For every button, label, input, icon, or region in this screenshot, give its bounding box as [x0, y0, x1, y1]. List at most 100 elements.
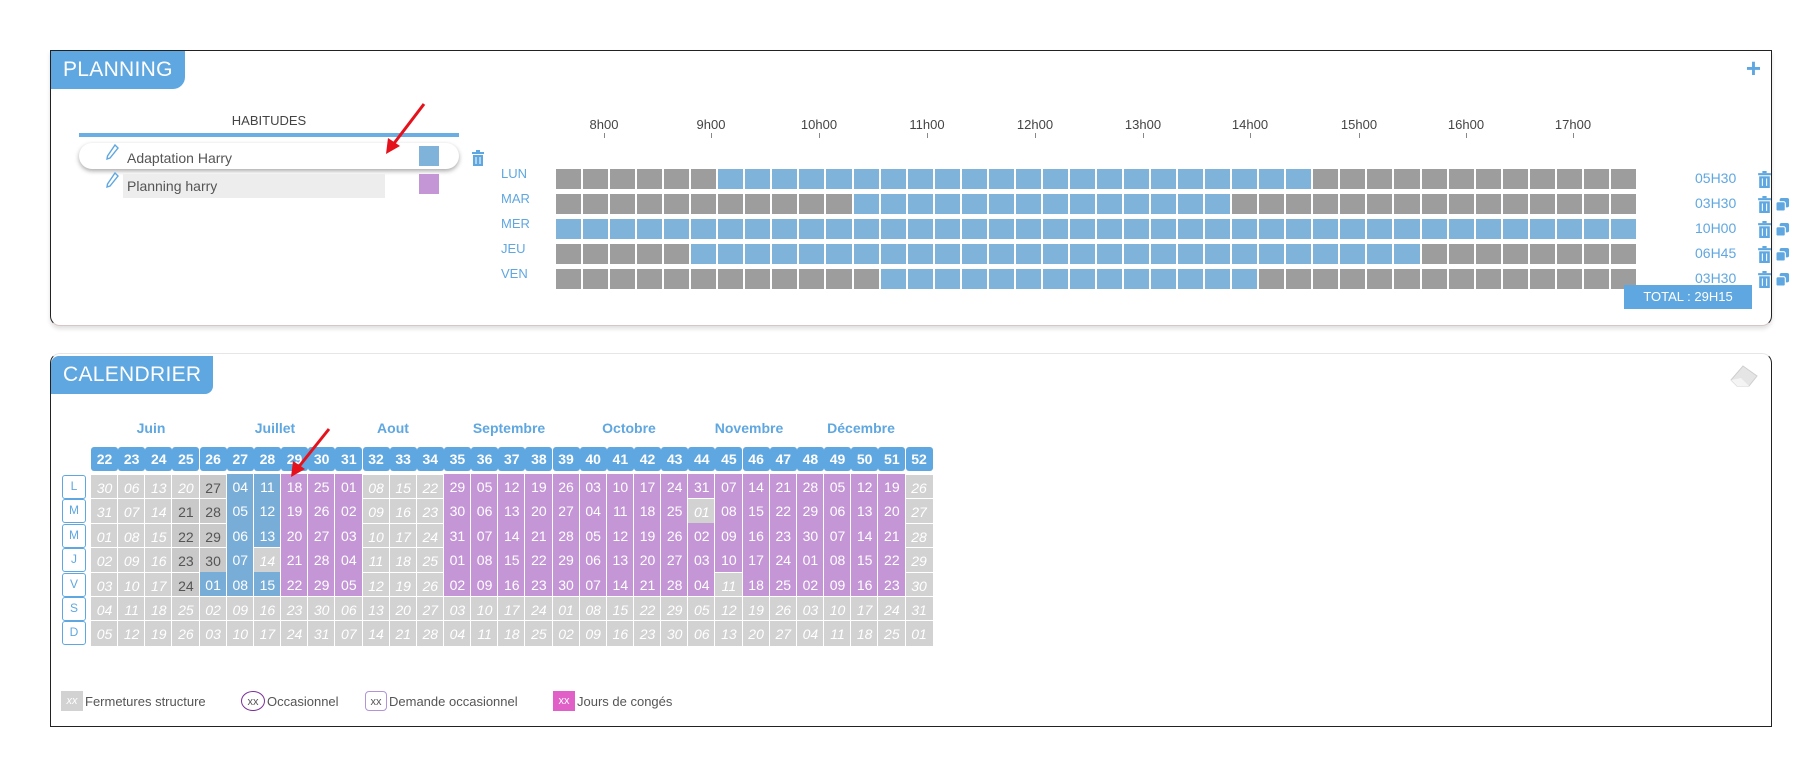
time-slot[interactable]: [637, 269, 663, 289]
calendar-day[interactable]: 20: [633, 547, 662, 575]
time-slot[interactable]: [826, 169, 852, 189]
calendar-day[interactable]: 18: [497, 620, 527, 648]
time-slot[interactable]: [1015, 269, 1041, 289]
time-slot[interactable]: [1042, 219, 1068, 239]
calendar-day[interactable]: 06: [470, 498, 500, 526]
week-number[interactable]: 48: [796, 447, 824, 471]
weekday-letter[interactable]: S: [62, 597, 86, 621]
time-slot[interactable]: [1583, 219, 1609, 239]
time-slot[interactable]: [826, 244, 852, 264]
calendar-day[interactable]: 26: [768, 596, 798, 623]
calendar-day[interactable]: 22: [633, 596, 662, 623]
calendar-day[interactable]: 01: [442, 547, 472, 575]
calendar-day[interactable]: 30: [795, 522, 825, 550]
calendar-day[interactable]: 19: [633, 522, 662, 550]
calendar-day[interactable]: 15: [252, 571, 282, 599]
time-slot[interactable]: [934, 244, 960, 264]
calendar-day[interactable]: 19: [877, 474, 907, 501]
time-slot[interactable]: [610, 269, 636, 289]
time-slot[interactable]: [664, 194, 690, 214]
weekday-letter[interactable]: M: [62, 523, 86, 548]
calendar-day[interactable]: 12: [714, 596, 744, 623]
time-slot[interactable]: [1205, 194, 1231, 214]
calendar-day[interactable]: 22: [524, 547, 554, 575]
calendar-day[interactable]: 29: [551, 547, 581, 575]
time-slot[interactable]: [1259, 244, 1285, 264]
time-slot[interactable]: [1069, 244, 1095, 264]
calendar-day[interactable]: 31: [307, 620, 337, 648]
time-slot[interactable]: [1502, 194, 1528, 214]
time-slot[interactable]: [1259, 194, 1285, 214]
time-slot[interactable]: [1015, 194, 1041, 214]
calendar-day[interactable]: 06: [225, 522, 255, 550]
week-number[interactable]: 31: [335, 447, 363, 471]
time-slot[interactable]: [1205, 269, 1231, 289]
time-slot[interactable]: [961, 219, 987, 239]
time-slot[interactable]: [799, 219, 825, 239]
calendar-day[interactable]: 17: [388, 522, 418, 550]
time-slot[interactable]: [637, 194, 663, 214]
time-slot[interactable]: [1421, 169, 1447, 189]
calendar-day[interactable]: 13: [497, 498, 527, 526]
calendar-day[interactable]: 17: [850, 596, 880, 623]
calendar-day[interactable]: 28: [660, 571, 690, 599]
calendar-day[interactable]: 01: [90, 522, 119, 550]
calendar-day[interactable]: 13: [605, 547, 635, 575]
calendar-day[interactable]: 27: [660, 547, 690, 575]
calendar-day[interactable]: 23: [877, 571, 907, 599]
week-number[interactable]: 45: [715, 447, 743, 471]
time-slot[interactable]: [853, 244, 879, 264]
time-slot[interactable]: [1421, 244, 1447, 264]
calendar-day[interactable]: 03: [795, 596, 825, 623]
calendar-day[interactable]: 23: [633, 620, 662, 648]
calendar-day[interactable]: 18: [280, 474, 310, 501]
time-slot[interactable]: [1556, 269, 1582, 289]
calendar-day[interactable]: 29: [307, 571, 337, 599]
week-number[interactable]: 23: [118, 447, 146, 471]
calendar-day[interactable]: 18: [850, 620, 880, 648]
time-slot[interactable]: [610, 169, 636, 189]
time-slot[interactable]: [1502, 219, 1528, 239]
calendar-day[interactable]: 30: [904, 571, 934, 599]
time-slot[interactable]: [1340, 219, 1366, 239]
calendar-day[interactable]: 25: [768, 571, 798, 599]
time-slot[interactable]: [610, 194, 636, 214]
time-slot[interactable]: [691, 244, 717, 264]
time-slot[interactable]: [1286, 169, 1312, 189]
calendar-day[interactable]: 31: [90, 498, 119, 526]
time-slot[interactable]: [1502, 269, 1528, 289]
time-slot[interactable]: [1475, 244, 1501, 264]
week-number[interactable]: 22: [91, 447, 118, 471]
calendar-day[interactable]: 27: [198, 474, 228, 501]
time-slot[interactable]: [1123, 169, 1150, 189]
calendar-day[interactable]: 17: [252, 620, 282, 648]
time-slot[interactable]: [853, 219, 879, 239]
time-slot[interactable]: [1232, 194, 1258, 214]
time-slot[interactable]: [1502, 169, 1528, 189]
time-slot[interactable]: [1286, 194, 1312, 214]
time-slot[interactable]: [1042, 269, 1068, 289]
calendar-day[interactable]: 07: [470, 522, 500, 550]
pencil-icon[interactable]: [105, 144, 119, 162]
calendar-day[interactable]: 03: [90, 571, 119, 599]
time-slot[interactable]: [718, 244, 744, 264]
calendar-day[interactable]: 03: [198, 620, 228, 648]
time-slot[interactable]: [1529, 219, 1555, 239]
time-slot[interactable]: [934, 194, 960, 214]
calendar-day[interactable]: 27: [768, 620, 798, 648]
time-slot[interactable]: [880, 219, 906, 239]
calendar-day[interactable]: 19: [524, 474, 554, 501]
calendar-day[interactable]: 17: [633, 474, 662, 501]
time-slot[interactable]: [1556, 219, 1582, 239]
time-slot[interactable]: [610, 244, 636, 264]
time-slot[interactable]: [988, 219, 1014, 239]
week-number[interactable]: 33: [389, 447, 417, 471]
time-slot[interactable]: [1123, 244, 1150, 264]
time-slot[interactable]: [880, 169, 906, 189]
time-slot[interactable]: [1123, 194, 1150, 214]
week-number[interactable]: 43: [661, 447, 689, 471]
time-slot[interactable]: [1448, 269, 1474, 289]
time-slot[interactable]: [853, 194, 879, 214]
calendar-day[interactable]: 24: [768, 547, 798, 575]
calendar-day[interactable]: 22: [280, 571, 310, 599]
